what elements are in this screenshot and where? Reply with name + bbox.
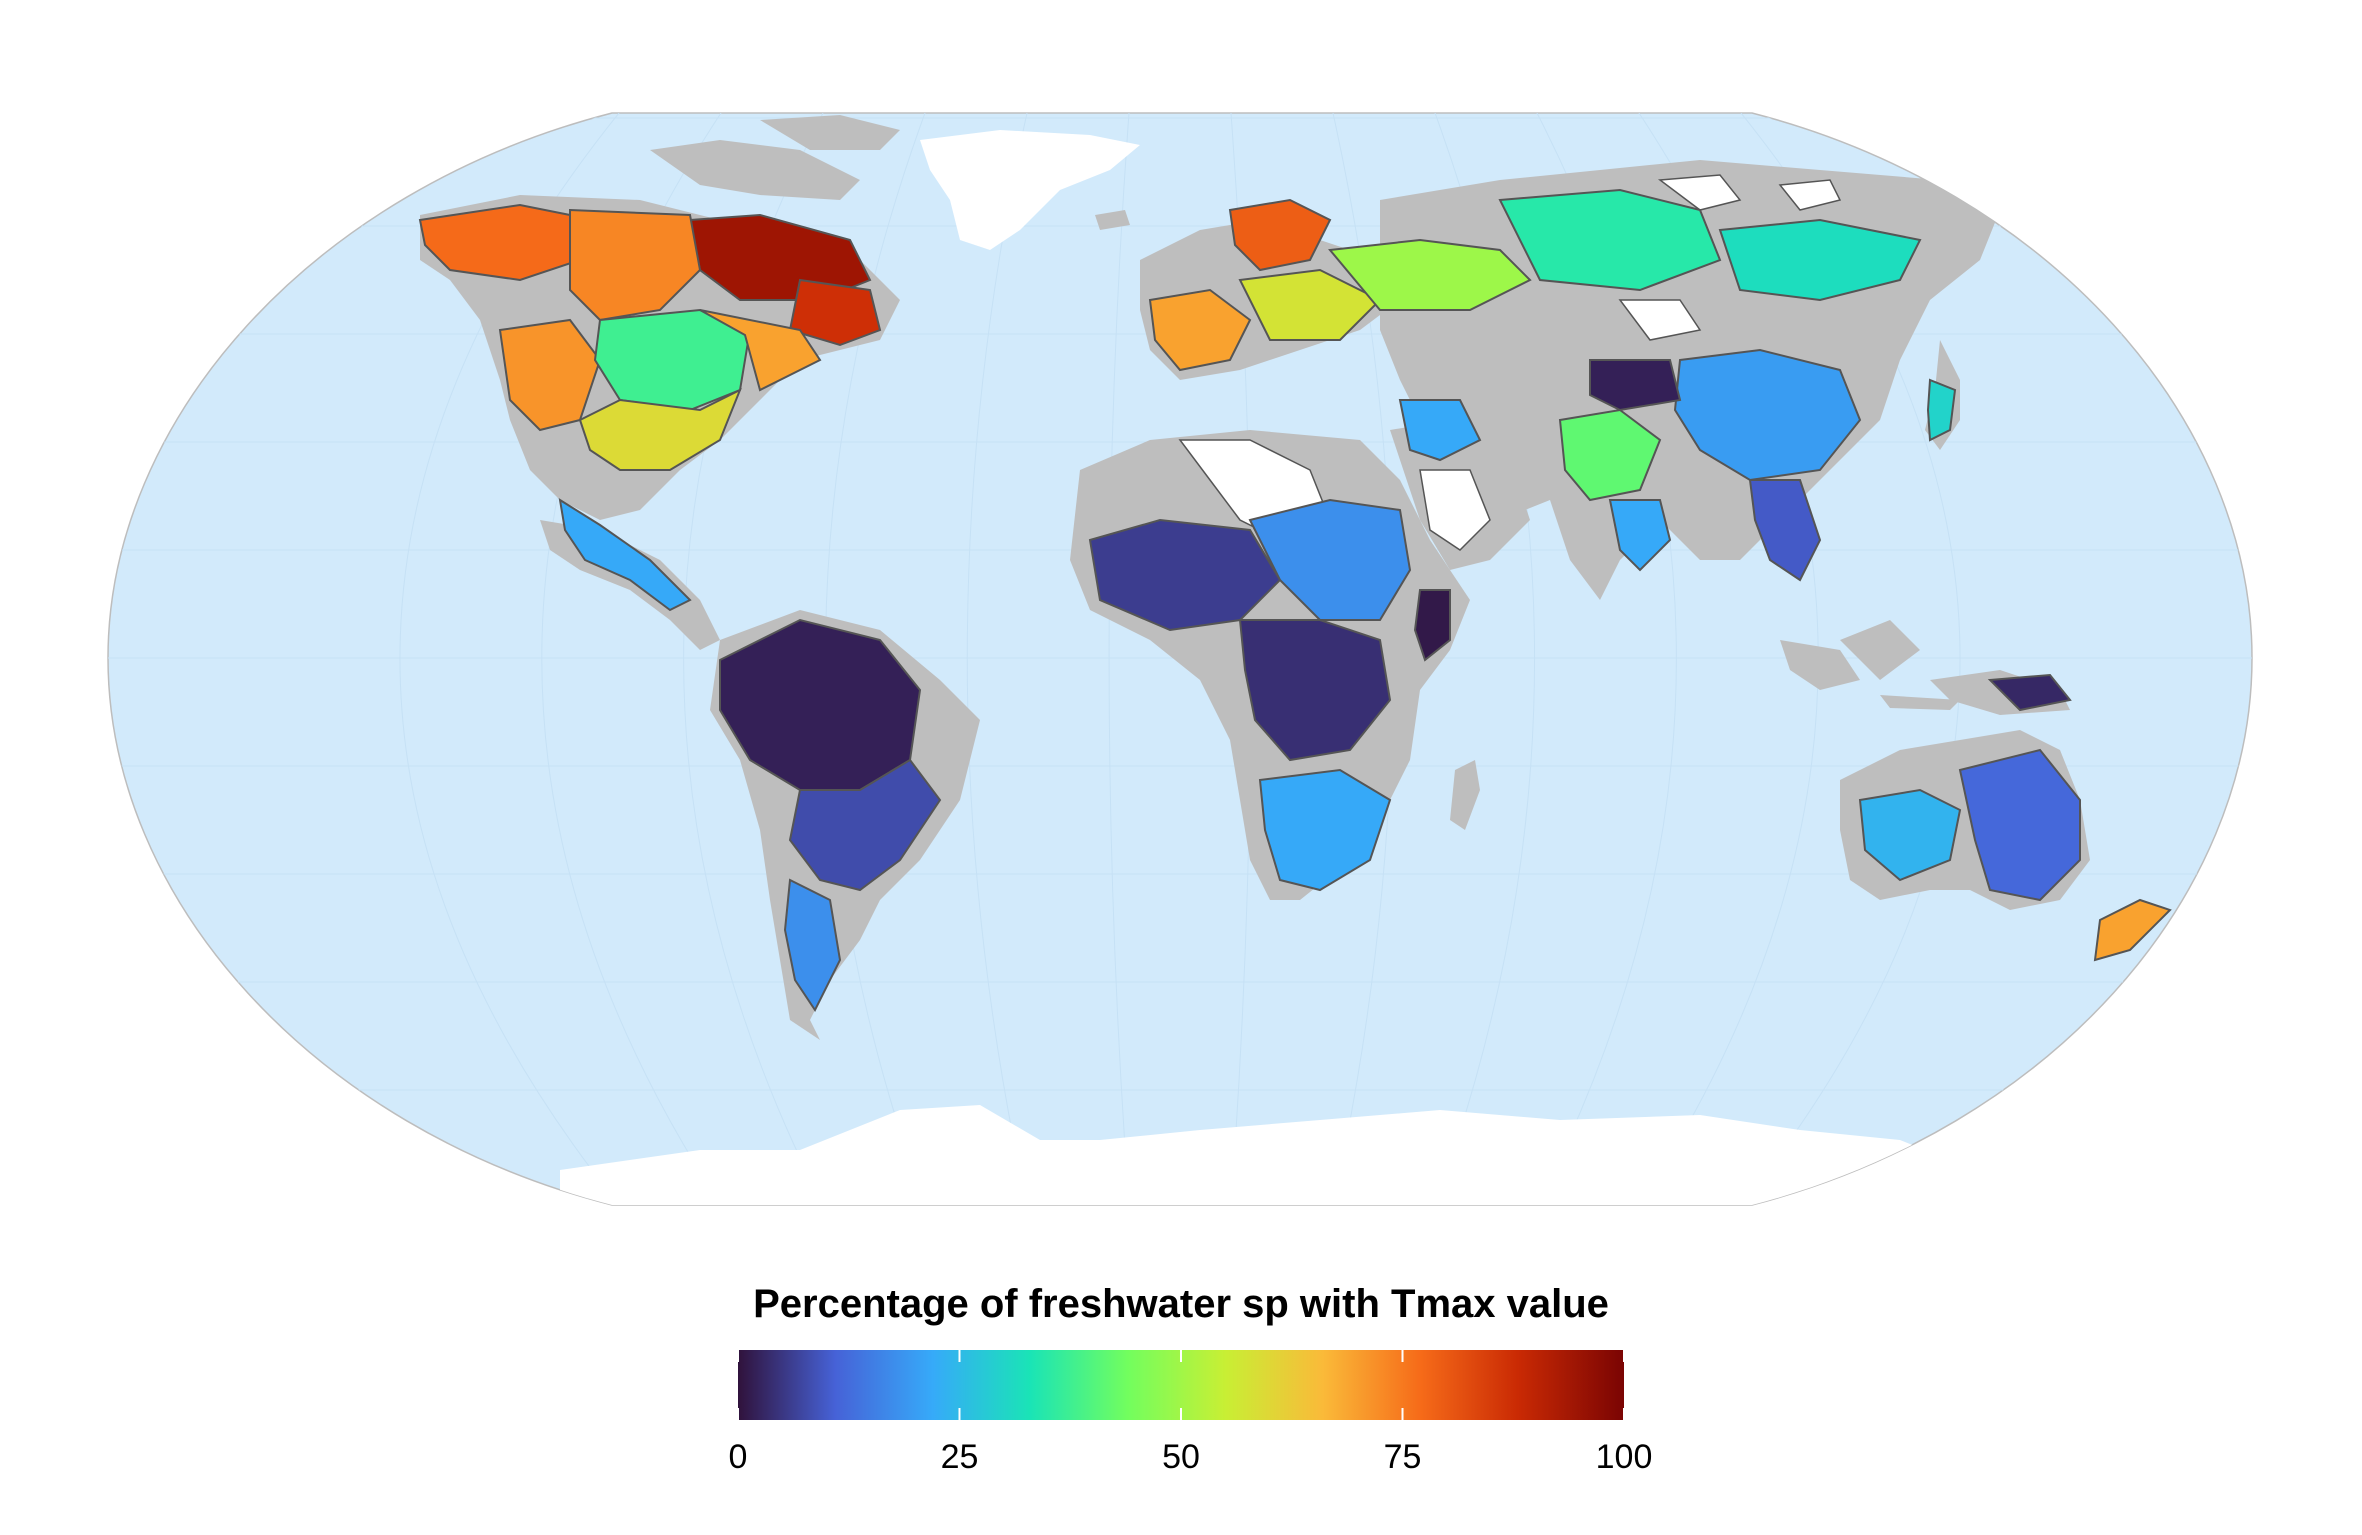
basin-borneo-newguinea: [1987, 673, 2072, 712]
antarctica: [560, 1105, 1950, 1205]
basin-west-africa: [1088, 518, 1282, 632]
legend-tick-label: 25: [940, 1438, 979, 1476]
legend-tick-label: 50: [1162, 1438, 1200, 1476]
colorbar-ticks: [737, 1350, 1625, 1420]
graticule-meridian: [1108, 113, 1130, 1205]
basin-australia-east: [1958, 748, 2081, 902]
graticule-meridian: [966, 113, 1028, 1205]
basin-southeast-asia: [1748, 479, 1822, 582]
legend-tick-label: 75: [1383, 1438, 1422, 1476]
basin-alaska-yukon: [418, 203, 582, 282]
tibet-white: [1618, 299, 1702, 341]
basin-horn-of-africa: [1413, 589, 1451, 662]
legend-tick-label: 100: [1595, 1438, 1653, 1476]
basin-siberia-east: [1718, 218, 1922, 302]
colorbar: [737, 1350, 1625, 1420]
basin-usa-east: [699, 309, 822, 392]
basin-new-zealand: [2093, 898, 2172, 962]
siberia-white-2: [1778, 179, 1842, 211]
basin-southern-cone: [783, 878, 842, 1012]
greenland: [920, 130, 1140, 250]
basin-central-asia: [1589, 359, 1682, 412]
basin-scandinavia: [1228, 198, 1332, 272]
basins: [418, 188, 2172, 1012]
basin-parana-plata: [788, 758, 942, 892]
basin-russia-west: [1328, 238, 1532, 311]
siberia-white-1: [1657, 174, 1742, 211]
legend-title: Percentage of freshwater sp with Tmax va…: [753, 1282, 1609, 1326]
basin-south-africa: [1258, 768, 1392, 892]
basin-india-south: [1608, 499, 1672, 572]
basin-hudson-east: [788, 278, 882, 347]
basin-middle-east: [1398, 399, 1482, 462]
basin-canada-west: [569, 208, 702, 322]
basin-usa-south: [578, 387, 742, 471]
basin-japan: [1926, 378, 1957, 442]
basin-china: [1673, 348, 1862, 482]
basin-nile: [1248, 498, 1412, 621]
legend-tick-label: 0: [728, 1438, 748, 1476]
basin-europe-central: [1238, 268, 1382, 341]
basin-siberia-central: [1498, 188, 1722, 292]
basin-australia-west: [1858, 788, 1962, 882]
basin-congo: [1238, 619, 1392, 762]
basin-mexico-central-america: [558, 497, 692, 612]
arabia-white: [1419, 469, 1491, 551]
basin-europe-west: [1148, 288, 1252, 372]
